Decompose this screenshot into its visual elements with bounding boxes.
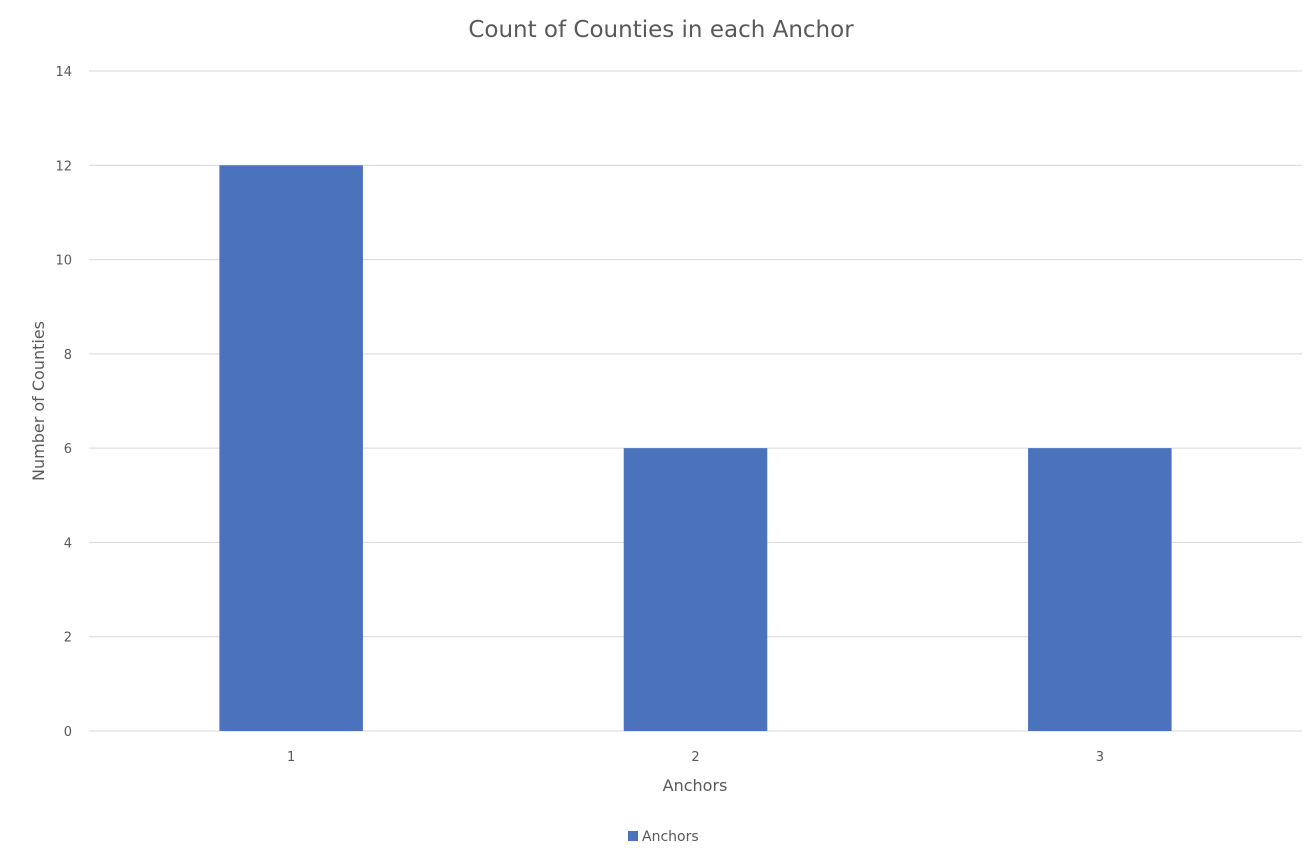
bar (623, 448, 768, 731)
legend-swatch (628, 831, 638, 841)
x-tick-label: 1 (287, 750, 295, 765)
y-tick-label: 14 (55, 65, 72, 80)
legend: Anchors (628, 829, 699, 845)
bar (1028, 448, 1172, 731)
y-tick-label: 12 (55, 159, 72, 174)
x-tick-label: 3 (1096, 750, 1104, 765)
bars (219, 165, 1172, 732)
y-axis-title: Number of Counties (29, 321, 48, 481)
y-axis-ticks: 0 2 4 6 8 10 12 14 (55, 65, 72, 740)
y-tick-label: 10 (55, 254, 72, 269)
x-tick-label: 2 (691, 750, 699, 765)
y-tick-label: 8 (64, 348, 72, 363)
bar (219, 165, 363, 732)
chart-title: Count of Counties in each Anchor (468, 17, 854, 43)
legend-label: Anchors (642, 829, 699, 845)
x-axis-ticks: 1 2 3 (287, 750, 1104, 765)
x-axis-title: Anchors (663, 776, 728, 795)
y-tick-label: 2 (64, 631, 72, 646)
y-tick-label: 4 (64, 536, 72, 551)
y-tick-label: 6 (64, 442, 72, 457)
y-tick-label: 0 (64, 725, 72, 740)
